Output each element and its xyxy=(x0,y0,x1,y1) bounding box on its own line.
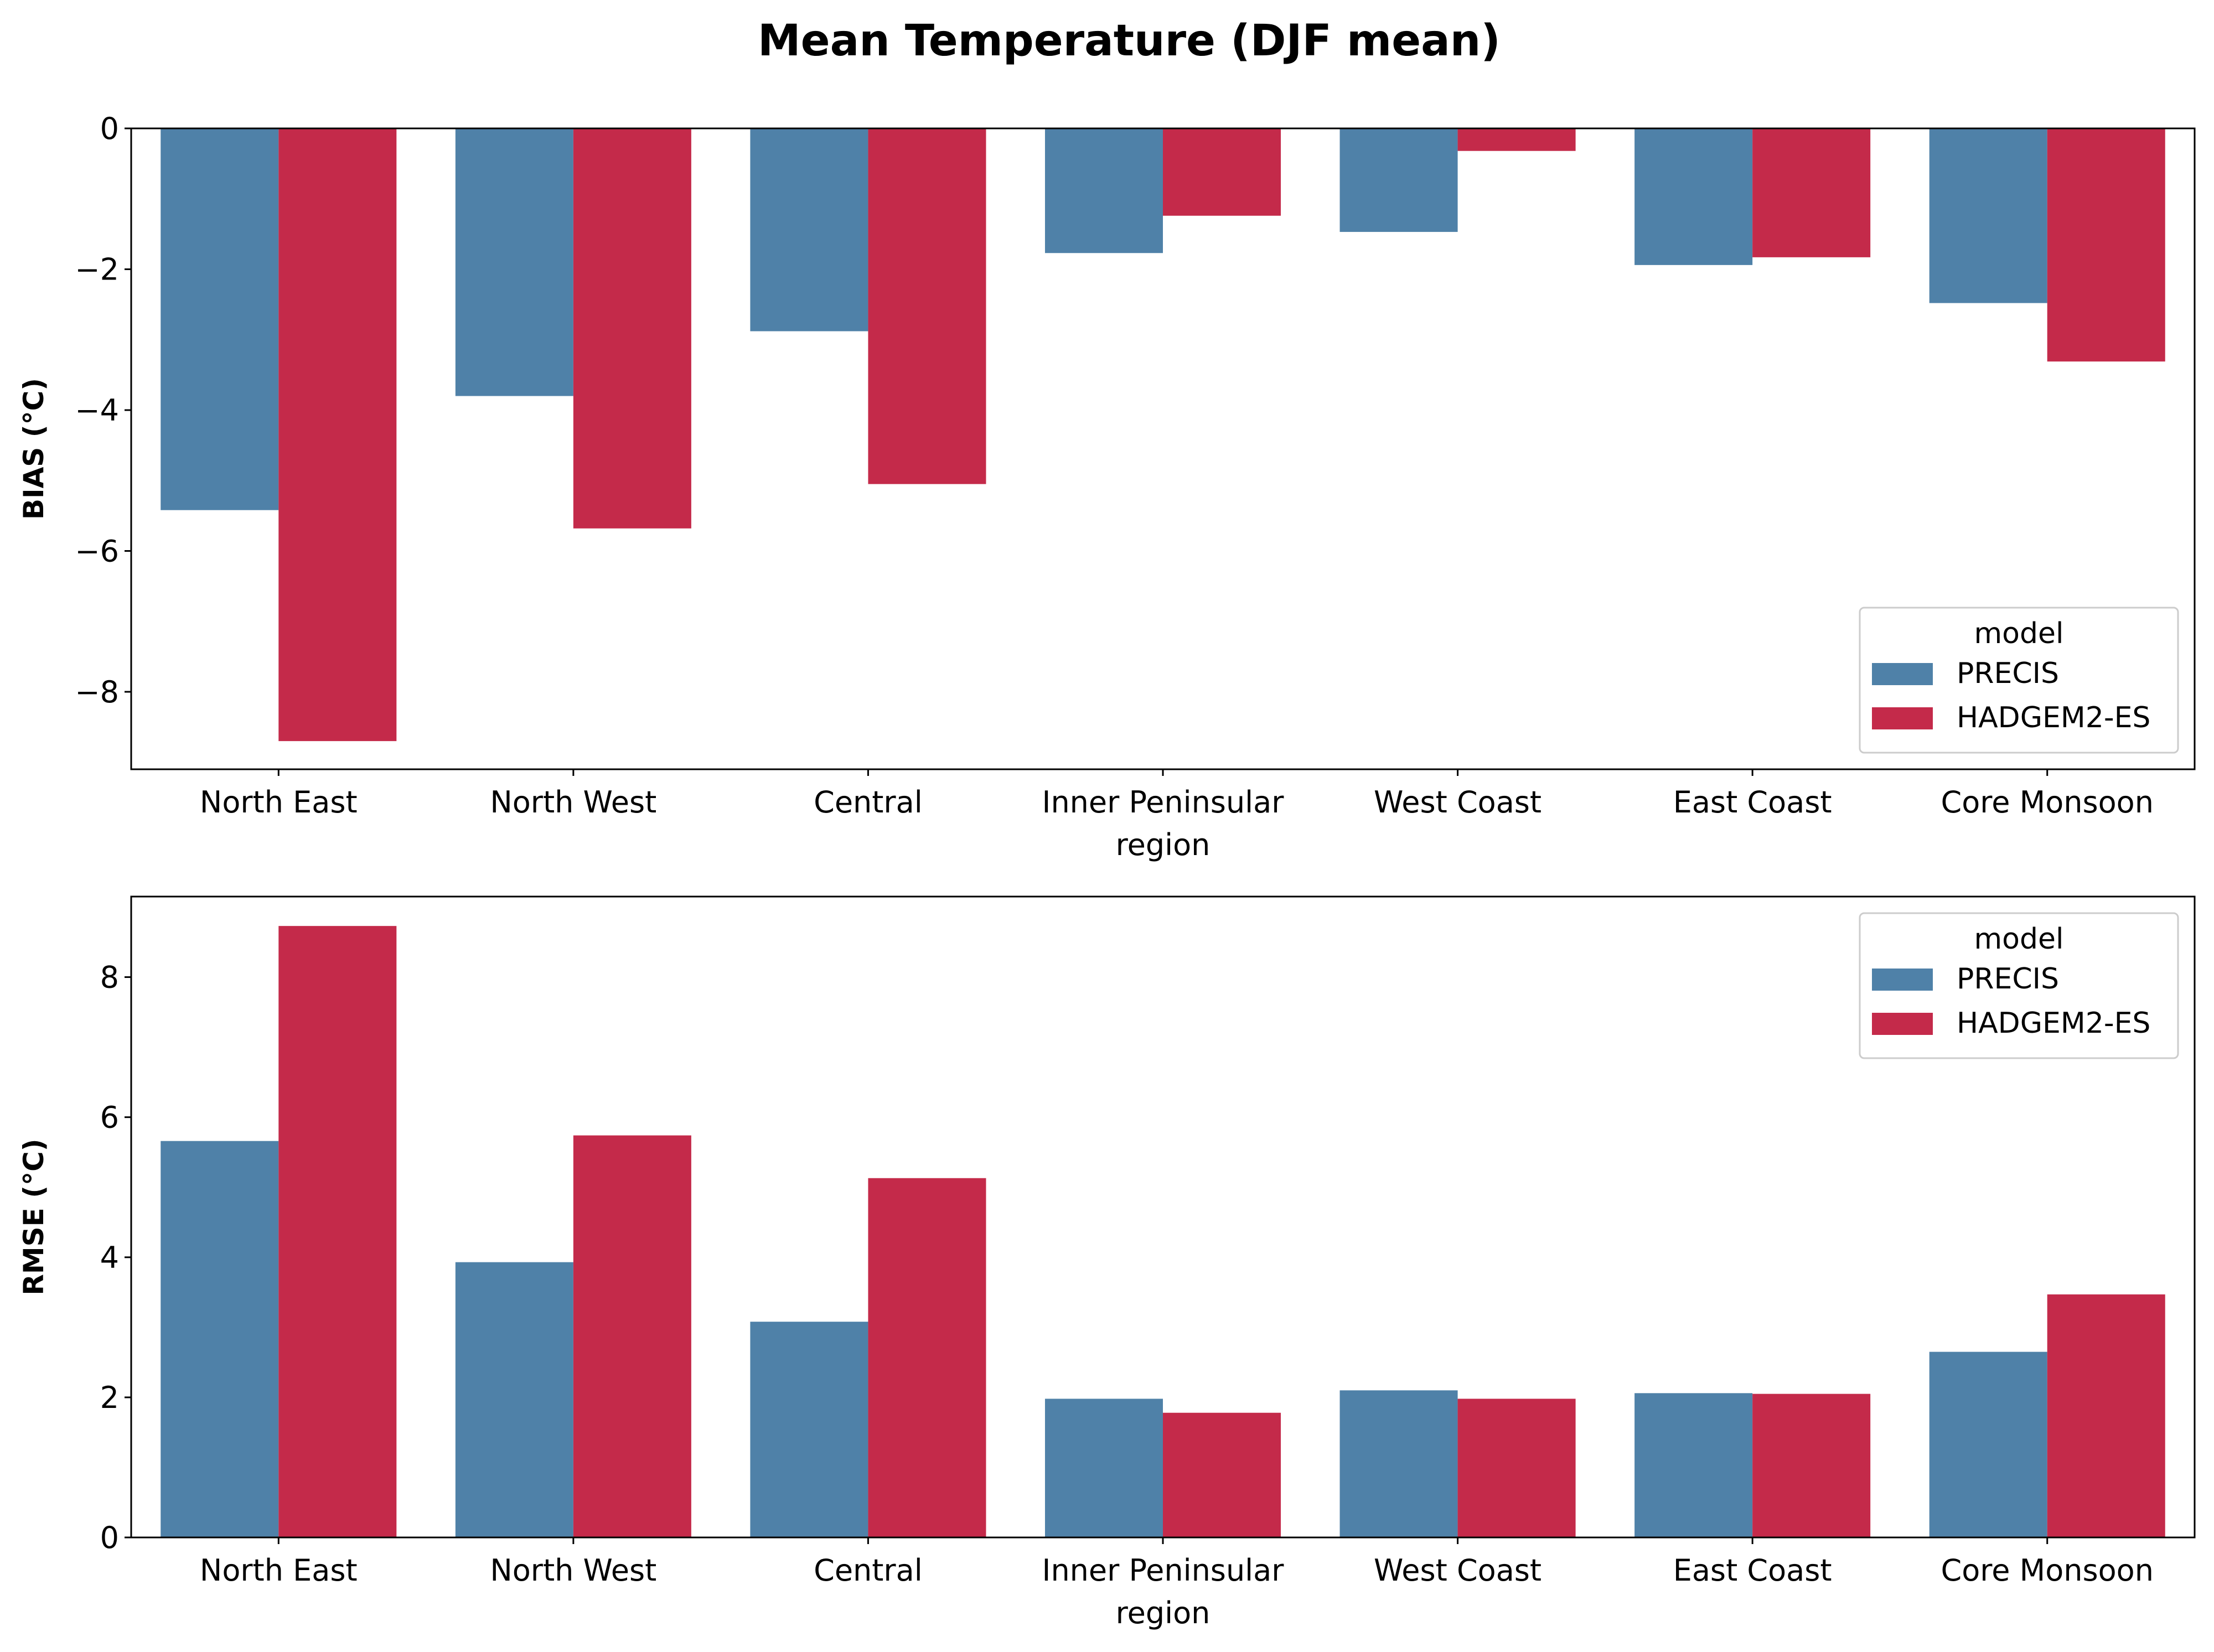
bar-hadgem2-es-east-coast xyxy=(1752,128,1871,257)
bar-hadgem2-es-central xyxy=(868,1178,986,1537)
y-tick-label: 6 xyxy=(100,1100,119,1135)
bar-precis-north-east xyxy=(161,128,279,510)
x-tick-label: East Coast xyxy=(1673,785,1832,820)
x-axis-label: region xyxy=(1116,1596,1211,1630)
bias-panel: 0 −2 −4 −6 −8 North East North West Central Inne… xyxy=(18,111,2196,862)
bar-precis-east-coast xyxy=(1634,1393,1753,1537)
bar-precis-central xyxy=(750,128,868,332)
y-tick-label: 0 xyxy=(100,111,119,146)
bar-hadgem2-es-core-monsoon xyxy=(2047,128,2165,362)
chart-title: Mean Temperature (DJF mean) xyxy=(758,16,1501,66)
bar-precis-core-monsoon xyxy=(1929,128,2047,303)
bar-precis-core-monsoon xyxy=(1929,1351,2047,1537)
legend-label: PRECIS xyxy=(1957,962,2059,996)
bar-hadgem2-es-east-coast xyxy=(1752,1394,1871,1537)
x-axis-label: region xyxy=(1116,827,1211,862)
y-axis-label: BIAS (°C) xyxy=(18,378,50,520)
x-tick-label: North East xyxy=(200,1553,358,1588)
legend-title: model xyxy=(1974,923,2064,956)
legend-box xyxy=(1859,607,2179,754)
legend-label: HADGEM2-ES xyxy=(1957,701,2150,734)
y-tick-label: −6 xyxy=(75,534,119,569)
bar-hadgem2-es-inner-peninsular xyxy=(1163,128,1281,216)
y-tick-label: 8 xyxy=(100,960,119,995)
y-tick-label: −2 xyxy=(75,252,119,287)
bar-precis-west-coast xyxy=(1339,1390,1458,1537)
bar-hadgem2-es-west-coast xyxy=(1457,1399,1576,1537)
bar-precis-inner-peninsular xyxy=(1044,128,1163,253)
legend: model PRECIS HADGEM2-ES xyxy=(1859,912,2179,1059)
legend-label: PRECIS xyxy=(1957,657,2059,690)
x-tick-label: West Coast xyxy=(1374,1553,1541,1588)
x-tick-label: Central xyxy=(814,1553,923,1588)
x-tick-label: East Coast xyxy=(1673,1553,1832,1588)
x-tick-label: Inner Peninsular xyxy=(1042,785,1285,820)
bar-hadgem2-es-north-east xyxy=(278,926,397,1537)
x-tick-label: Central xyxy=(814,785,923,820)
bar-hadgem2-es-central xyxy=(868,128,986,484)
x-tick-label: North West xyxy=(490,785,656,820)
bar-hadgem2-es-core-monsoon xyxy=(2047,1294,2165,1537)
x-tick-label: Inner Peninsular xyxy=(1042,1553,1285,1588)
legend-box xyxy=(1859,912,2179,1059)
legend-swatch xyxy=(1872,969,1933,991)
bar-precis-north-west xyxy=(455,128,573,396)
bar-hadgem2-es-west-coast xyxy=(1457,128,1576,151)
x-tick-label: North East xyxy=(200,785,358,820)
rmse-panel: 0 2 4 6 8 North East North West Central Inner Pe… xyxy=(18,895,2196,1630)
x-tick-label: West Coast xyxy=(1374,785,1541,820)
y-tick-label: 4 xyxy=(100,1240,119,1275)
x-tick-label: North West xyxy=(490,1553,656,1588)
legend-swatch xyxy=(1872,663,1933,685)
bar-precis-west-coast xyxy=(1339,128,1458,232)
legend-swatch xyxy=(1872,707,1933,729)
bar-hadgem2-es-inner-peninsular xyxy=(1163,1412,1281,1537)
x-tick-label: Core Monsoon xyxy=(1941,1553,2153,1588)
legend-label: HADGEM2-ES xyxy=(1957,1007,2150,1040)
y-axis-label: RMSE (°C) xyxy=(18,1138,50,1295)
bar-precis-north-east xyxy=(161,1141,279,1537)
bar-hadgem2-es-north-west xyxy=(573,1135,691,1537)
y-tick-label: 0 xyxy=(100,1520,119,1555)
bar-hadgem2-es-north-east xyxy=(278,128,397,742)
x-tick-label: Core Monsoon xyxy=(1941,785,2153,820)
y-tick-label: 2 xyxy=(100,1380,119,1415)
bar-precis-central xyxy=(750,1322,868,1537)
y-tick-label: −8 xyxy=(75,675,119,710)
bar-precis-east-coast xyxy=(1634,128,1753,265)
legend-swatch xyxy=(1872,1013,1933,1035)
bar-hadgem2-es-north-west xyxy=(573,128,691,529)
legend-title: model xyxy=(1974,617,2064,650)
legend: model PRECIS HADGEM2-ES xyxy=(1859,607,2179,754)
y-tick-label: −4 xyxy=(75,393,119,428)
bar-precis-north-west xyxy=(455,1262,573,1537)
bar-precis-inner-peninsular xyxy=(1044,1399,1163,1537)
